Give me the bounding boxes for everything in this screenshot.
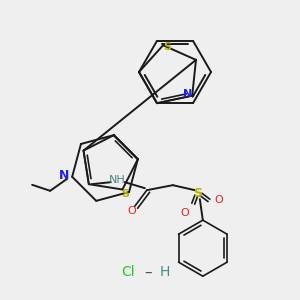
Text: S: S <box>122 190 129 200</box>
Text: S: S <box>163 42 171 52</box>
Text: O: O <box>128 206 136 216</box>
Text: N: N <box>183 89 192 99</box>
Text: O: O <box>214 195 223 205</box>
Text: NH: NH <box>108 175 125 185</box>
Text: N: N <box>59 169 69 182</box>
Text: S: S <box>193 187 202 200</box>
Text: –: – <box>144 265 152 280</box>
Text: O: O <box>180 208 189 218</box>
Text: Cl: Cl <box>121 265 135 279</box>
Text: H: H <box>160 265 170 279</box>
